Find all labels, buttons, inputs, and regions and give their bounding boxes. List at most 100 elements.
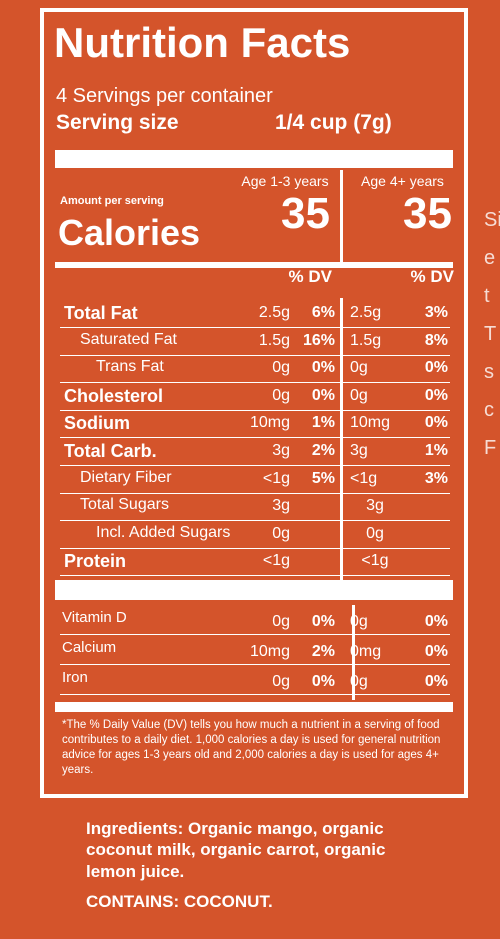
serving-size-label: Serving size xyxy=(56,111,179,134)
row-rule xyxy=(60,327,450,328)
side-text: t xyxy=(484,285,490,307)
row-rule xyxy=(60,664,450,665)
age-column: Age 1-3 years xyxy=(241,173,329,189)
amount: <1g xyxy=(262,552,290,570)
row-rule xyxy=(60,634,450,635)
daily-value: 0% xyxy=(424,613,448,630)
amount-label: Amount per serving xyxy=(60,195,164,207)
vitamin-name: Vitamin D xyxy=(62,609,127,626)
nutrient-name: Incl. Added Sugars xyxy=(96,523,231,541)
vitamin-name: Calcium xyxy=(62,639,117,656)
vitamin-name: Iron xyxy=(62,669,88,686)
row-rule xyxy=(60,575,450,577)
side-text: e xyxy=(484,247,496,269)
row-rule xyxy=(60,520,450,522)
footnote: *The % Daily Value (DV) tells you how mu… xyxy=(62,719,441,776)
daily-value: 0% xyxy=(311,613,335,630)
row-rule xyxy=(60,465,450,466)
amount: 0g xyxy=(272,524,290,542)
daily-value: 8% xyxy=(424,331,448,349)
thick-rule xyxy=(55,580,453,600)
nutrient-name: Cholesterol xyxy=(64,385,164,406)
daily-value: 3% xyxy=(424,304,448,321)
amount: 3g xyxy=(350,442,368,459)
daily-value: 0% xyxy=(311,359,335,377)
row-rule xyxy=(60,354,450,356)
daily-value: 0% xyxy=(311,386,335,404)
thick-rule xyxy=(55,262,453,268)
nutrient-name: Trans Fat xyxy=(96,358,164,376)
nutrient-name: Sodium xyxy=(64,413,130,434)
amount: 0g xyxy=(350,386,368,404)
thick-rule xyxy=(55,150,453,168)
amount: 2.5g xyxy=(258,304,290,321)
row-rule xyxy=(60,409,450,411)
daily-value: 0% xyxy=(311,673,335,690)
amount: 0g xyxy=(272,613,290,630)
daily-value: 1% xyxy=(311,414,335,432)
daily-value: 1% xyxy=(424,442,448,459)
amount: <1g xyxy=(350,469,378,487)
dv-header: % DV xyxy=(410,267,454,286)
amount: 0g xyxy=(350,359,368,377)
amount: 3g xyxy=(272,442,290,459)
daily-value: 6% xyxy=(311,304,335,321)
daily-value: 0% xyxy=(424,386,448,404)
amount: 3g xyxy=(366,497,384,515)
nutrient-name: Dietary Fiber xyxy=(80,468,172,486)
nutrition-label xyxy=(40,8,468,798)
side-text: T xyxy=(484,323,497,345)
contains: CONTAINS: COCONUT. xyxy=(86,892,273,911)
amount: 0g xyxy=(272,673,290,690)
amount: 1.5g xyxy=(258,331,290,349)
column-divider xyxy=(340,298,343,580)
servings: 4 Servings per container xyxy=(56,85,273,107)
amount: 10mg xyxy=(350,414,391,432)
amount: <1g xyxy=(262,469,290,487)
amount: 3g xyxy=(272,497,290,515)
row-rule xyxy=(60,382,450,384)
column-divider xyxy=(340,170,343,262)
amount: 10mg xyxy=(249,414,290,432)
daily-value: 0% xyxy=(424,359,448,377)
amount: 0g xyxy=(272,386,290,404)
dv-header: % DV xyxy=(288,267,332,286)
daily-value: 0% xyxy=(424,643,448,660)
daily-value: 0% xyxy=(424,673,448,690)
thick-rule xyxy=(55,702,453,712)
calories-value: 35 xyxy=(403,189,452,238)
side-text: F xyxy=(484,437,497,459)
daily-value: 2% xyxy=(311,442,335,459)
amount: 0g xyxy=(366,524,384,542)
side-text: c xyxy=(484,399,494,421)
row-rule xyxy=(60,547,450,549)
row-rule xyxy=(60,437,450,439)
amount: 1.5g xyxy=(350,331,382,349)
daily-value: 5% xyxy=(311,469,335,487)
age-column: Age 4+ years xyxy=(361,173,444,189)
amount: 0mg xyxy=(350,643,382,660)
daily-value: 0% xyxy=(424,414,448,432)
amount: 10mg xyxy=(249,643,290,660)
daily-value: 16% xyxy=(302,331,335,349)
serving-size: 1/4 cup (7g) xyxy=(275,111,392,134)
column-divider xyxy=(352,605,355,700)
side-text: s xyxy=(484,361,494,383)
calories-label: Calories xyxy=(58,212,201,253)
daily-value: 3% xyxy=(424,469,448,487)
side-text: Si xyxy=(484,209,500,231)
amount: 0g xyxy=(350,613,368,630)
nutrient-name: Total Carb. xyxy=(64,441,157,461)
amount: <1g xyxy=(361,552,389,570)
nutrient-name: Saturated Fat xyxy=(80,330,177,348)
nutrient-name: Total Fat xyxy=(64,303,138,323)
amount: 2.5g xyxy=(350,304,382,321)
amount: 0g xyxy=(272,359,290,377)
nutrient-name: Protein xyxy=(64,551,127,572)
title: Nutrition Facts xyxy=(54,19,351,66)
amount: 0g xyxy=(350,673,368,690)
nutrient-name: Total Sugars xyxy=(80,496,169,514)
ingredients: Ingredients: Organic mango, organic coco… xyxy=(86,819,386,881)
row-rule xyxy=(60,492,450,494)
